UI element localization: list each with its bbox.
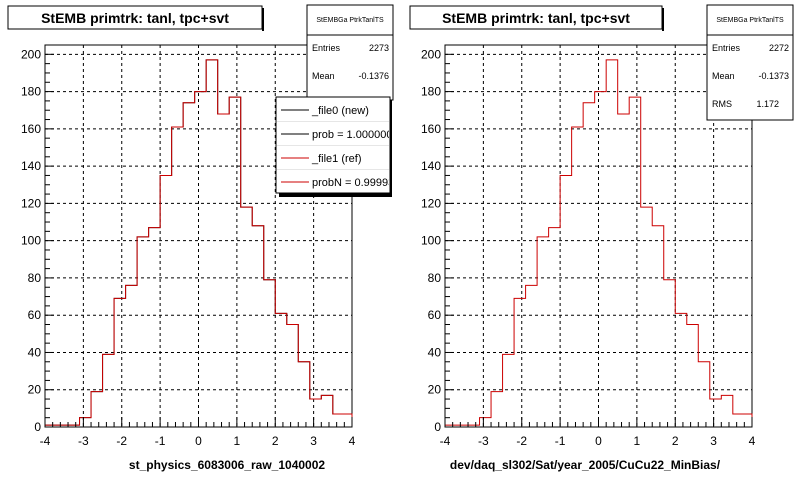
y-tick-label: 120 — [421, 196, 441, 210]
y-tick-label: 40 — [28, 345, 42, 359]
x-tick-label: 3 — [710, 434, 717, 448]
y-tick-label: 200 — [21, 47, 41, 61]
stats-name-right: StEMBGa PtrkTanlTS — [716, 17, 784, 24]
y-tick-label: 0 — [34, 420, 41, 434]
x-axis-label-left: st_physics_6083006_raw_1040002 — [129, 458, 325, 472]
stats-mean-label-left: Mean — [312, 71, 335, 81]
y-tick-label: 180 — [21, 85, 41, 99]
x-tick-label: 1 — [634, 434, 641, 448]
legend-label-new: _file0 (new) — [311, 105, 369, 117]
chart-title-right: StEMB primtrk: tanl, tpc+svt — [442, 10, 630, 26]
y-tick-label: 60 — [428, 308, 442, 322]
yticks-left: 0 20 40 60 80 100 120 140 160 180 200 — [21, 47, 54, 434]
histogram-series-1 — [45, 59, 353, 426]
series-left — [45, 59, 353, 426]
title-box-shadow-right — [662, 8, 664, 31]
y-tick-label: 0 — [434, 420, 441, 434]
y-tick-label: 180 — [421, 85, 441, 99]
y-tick-label: 80 — [28, 271, 42, 285]
legend-label-probn: probN = 0.999930 — [312, 177, 400, 189]
x-tick-label: -1 — [155, 434, 166, 448]
xticks-right: -4 -3 -2 -1 0 1 2 3 4 — [440, 417, 756, 448]
stats-mean-label-right: Mean — [712, 71, 735, 81]
stats-name-left: StEMBGa PtrkTanlTS — [316, 17, 384, 24]
legend-left: _file0 (new) prob = 1.000000 _file1 (ref… — [275, 96, 400, 197]
y-tick-label: 20 — [28, 383, 42, 397]
x-tick-label: -2 — [516, 434, 527, 448]
y-tick-label: 40 — [428, 345, 442, 359]
y-tick-label: 60 — [28, 308, 42, 322]
y-tick-label: 140 — [421, 159, 441, 173]
x-tick-label: -2 — [116, 434, 127, 448]
series-right — [445, 59, 753, 426]
title-box-shadow-left — [262, 8, 264, 31]
x-tick-label: -1 — [555, 434, 566, 448]
grid-left — [45, 45, 352, 427]
stats-box-right — [706, 4, 794, 121]
x-tick-label: 2 — [272, 434, 279, 448]
stats-entries-label-right: Entries — [712, 43, 741, 53]
grid-right — [445, 45, 752, 427]
legend-row-divider — [277, 121, 389, 122]
chart-right: -4 -3 -2 -1 0 1 2 3 4 0 20 40 60 80 100 120 140 160 180 20… — [409, 4, 794, 472]
y-tick-label: 160 — [421, 122, 441, 136]
x-tick-label: 3 — [310, 434, 317, 448]
y-tick-label: 100 — [421, 234, 441, 248]
stats-mean-value-left: -0.1376 — [358, 71, 389, 81]
y-tick-label: 160 — [21, 122, 41, 136]
x-tick-label: 0 — [595, 434, 602, 448]
xticks-left: -4 -3 -2 -1 0 1 2 3 4 — [40, 417, 356, 448]
legend-label-prob: prob = 1.000000 — [312, 129, 392, 141]
yticks-right: 0 20 40 60 80 100 120 140 160 180 200 — [421, 47, 454, 434]
stats-rms-label-right: RMS — [712, 99, 732, 109]
legend-row-divider — [277, 169, 389, 170]
y-tick-label: 80 — [428, 271, 442, 285]
x-tick-label: -3 — [478, 434, 489, 448]
legend-label-ref: _file1 (ref) — [311, 153, 362, 165]
x-tick-label: 2 — [672, 434, 679, 448]
stats-box-left — [306, 4, 394, 101]
x-tick-label: 0 — [195, 434, 202, 448]
legend-row-divider — [277, 145, 389, 146]
x-tick-label: -4 — [440, 434, 451, 448]
histogram-series-0 — [445, 59, 753, 426]
x-tick-label: -4 — [40, 434, 51, 448]
x-tick-label: 4 — [349, 434, 356, 448]
legend-text-clip: _file0 (new) prob = 1.000000 _file1 (ref… — [311, 105, 400, 189]
stats-rms-value-right: 1.172 — [756, 99, 779, 109]
y-tick-label: 120 — [21, 196, 41, 210]
stats-entries-value-left: 2273 — [369, 43, 389, 53]
chart-left: -4 -3 -2 -1 0 1 2 3 4 0 20 40 60 80 100 120 140 160 180 20… — [7, 4, 400, 472]
y-tick-label: 200 — [421, 47, 441, 61]
y-tick-label: 100 — [21, 234, 41, 248]
stats-mean-value-right: -0.1373 — [758, 71, 789, 81]
chart-title-left: StEMB primtrk: tanl, tpc+svt — [41, 10, 229, 26]
x-tick-label: 4 — [749, 434, 756, 448]
x-tick-label: 1 — [234, 434, 241, 448]
x-tick-label: -3 — [78, 434, 89, 448]
stats-entries-value-right: 2272 — [769, 43, 789, 53]
y-tick-label: 140 — [21, 159, 41, 173]
x-axis-label-right: dev/daq_sl302/Sat/year_2005/CuCu22_MinBi… — [450, 458, 721, 472]
stats-entries-label-left: Entries — [312, 43, 341, 53]
y-tick-label: 20 — [428, 383, 442, 397]
